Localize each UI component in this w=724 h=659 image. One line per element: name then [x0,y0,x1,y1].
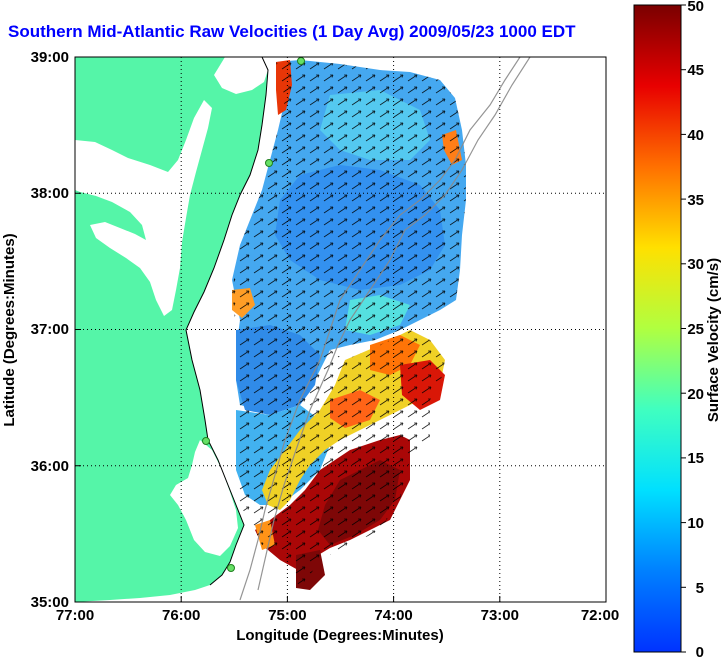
colorbar-tick-label: 5 [696,580,704,597]
x-tick-label: 72:00 [581,607,619,624]
colorbar [633,4,682,653]
x-tick-label: 75:00 [268,607,306,624]
colorbar-tick-label: 10 [687,515,704,532]
colorbar-tick-label: 45 [687,62,704,79]
chesapeake-bay [75,100,212,316]
station-marker [202,437,210,445]
colorbar-tick-label: 25 [687,321,704,338]
colorbar-tick-label: 50 [687,0,704,15]
y-tick-label: 37:00 [31,321,69,338]
y-axis-label: Latitude (Degrees:Minutes) [1,233,18,426]
colorbar-tick-label: 15 [687,450,704,467]
y-tick-label: 35:00 [31,594,69,611]
map-plot-area [75,57,606,602]
y-tick-label: 36:00 [31,458,69,475]
map-grid [75,57,606,602]
delaware-bay [214,57,268,94]
colorbar-label: Surface Velocity (cm/s) [705,258,722,422]
station-marker [297,57,305,65]
colorbar-tick-label: 20 [687,386,704,403]
map-title: Southern Mid-Atlantic Raw Velocities (1 … [8,22,576,41]
station-marker [265,159,273,167]
colorbar-tick-label: 40 [687,127,704,144]
pamlico-sound [170,440,238,556]
station-marker [227,564,235,572]
colorbar-tick-label: 30 [687,256,704,273]
colorbar-tick-label: 35 [687,192,704,209]
y-tick-label: 39:00 [31,49,69,66]
x-tick-label: 74:00 [374,607,412,624]
colorbar-tick-label: 0 [696,644,704,659]
x-tick-label: 73:00 [481,607,519,624]
x-tick-label: 76:00 [162,607,200,624]
x-tick-label: 77:00 [56,607,94,624]
x-axis-label: Longitude (Degrees:Minutes) [236,627,444,644]
y-tick-label: 38:00 [31,185,69,202]
